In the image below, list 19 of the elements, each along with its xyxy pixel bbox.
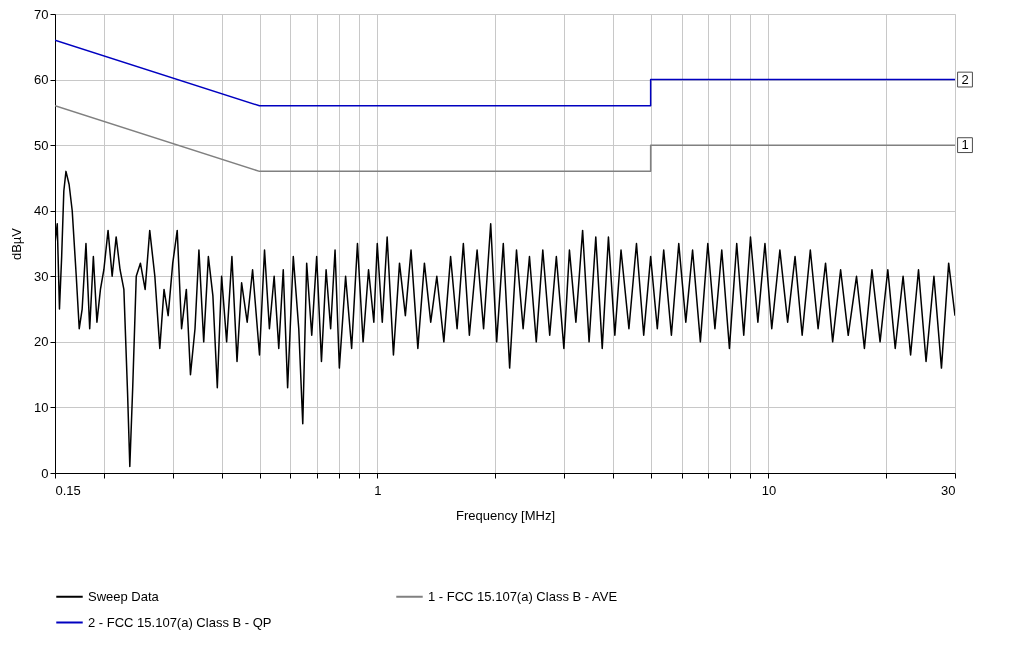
y-tick-label: 0 (41, 465, 49, 481)
y-tick-label: 40 (34, 203, 49, 219)
x-tick-label: 0.15 (55, 482, 81, 498)
legend-label: 1 - FCC 15.107(a) Class B - AVE (428, 588, 618, 604)
y-tick-label: 10 (34, 399, 49, 415)
x-axis-title: Frequency [MHz] (456, 507, 555, 523)
annotation: 2 (961, 71, 969, 87)
y-tick-label: 70 (34, 6, 49, 22)
legend-label: 2 - FCC 15.107(a) Class B - QP (88, 614, 272, 630)
y-tick-label: 30 (34, 268, 49, 284)
y-tick-label: 60 (34, 72, 49, 88)
x-tick-label: 10 (761, 482, 777, 498)
annotation: 1 (961, 137, 969, 153)
y-tick-label: 50 (34, 137, 49, 153)
x-tick-label: 30 (941, 482, 956, 498)
x-tick-label: 1 (374, 482, 382, 498)
legend-label: Sweep Data (88, 588, 160, 604)
y-tick-label: 20 (34, 334, 49, 350)
y-axis-title: dBµV (9, 227, 25, 261)
